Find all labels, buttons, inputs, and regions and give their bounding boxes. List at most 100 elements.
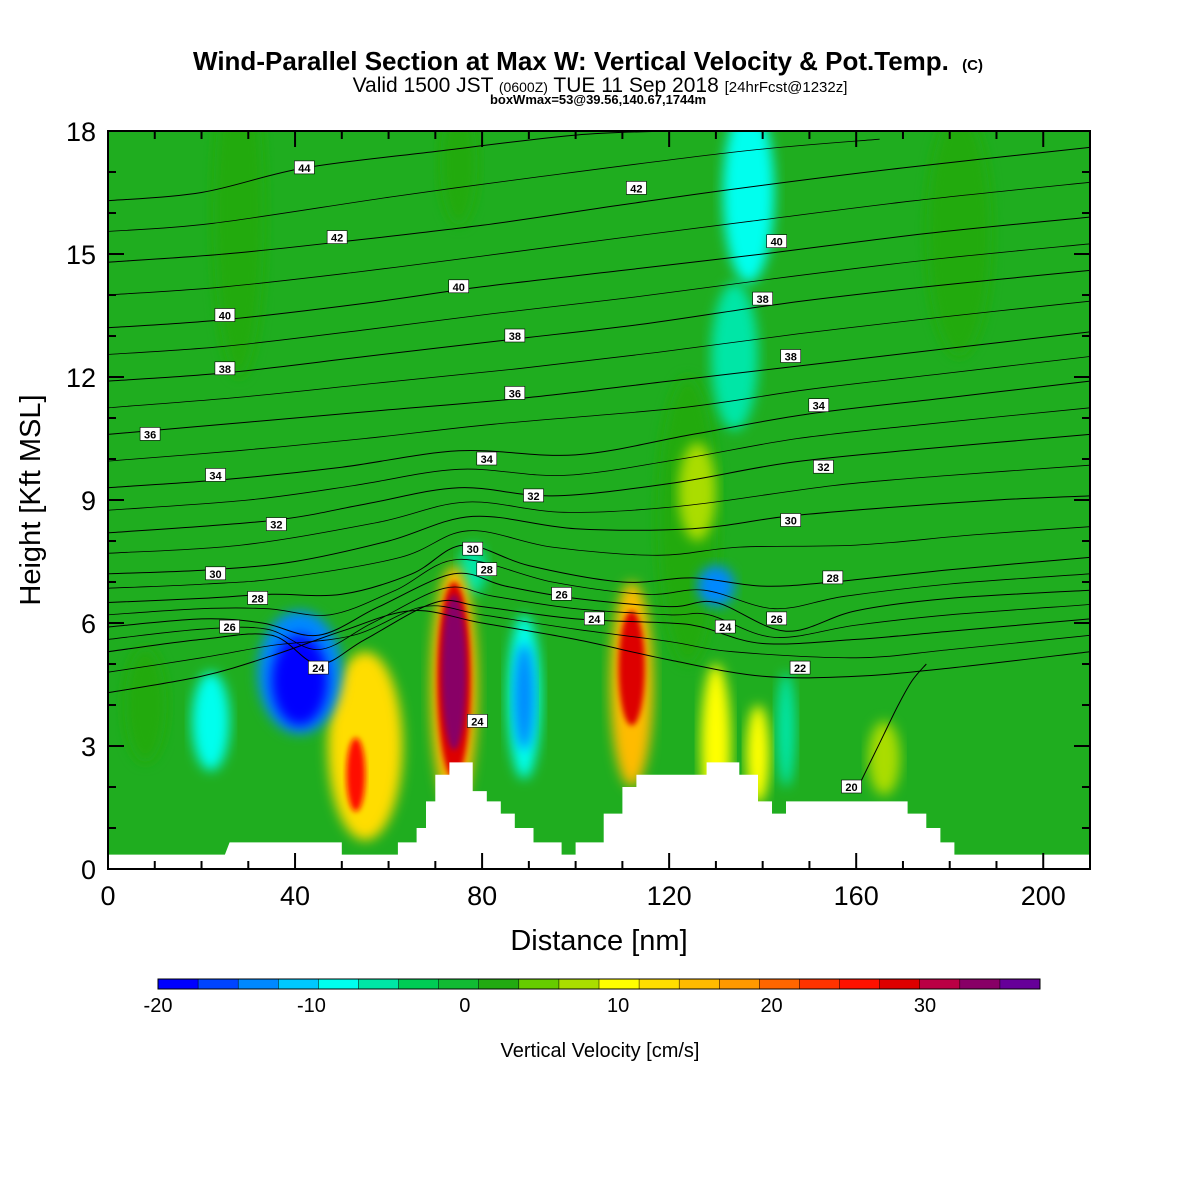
colorbar-swatch (879, 979, 921, 989)
w-cell-6 (776, 672, 796, 787)
colorbar-tick-label: 30 (914, 995, 936, 1017)
svg-text:24: 24 (588, 614, 601, 626)
w-cell-10 (722, 131, 775, 283)
colorbar-swatch (318, 979, 359, 989)
contour-label-34: 34 (205, 468, 226, 482)
x-axis-title: Distance [nm] (510, 925, 687, 957)
contour-label-28: 28 (822, 570, 844, 585)
colorbar-swatch (719, 979, 760, 989)
w-cell-22 (346, 737, 366, 812)
x-tick-label: 80 (467, 881, 497, 911)
svg-text:38: 38 (785, 352, 797, 364)
svg-text:34: 34 (209, 470, 222, 482)
contour-label-32: 32 (813, 459, 834, 474)
svg-text:32: 32 (527, 491, 539, 503)
theta-contour-20 (855, 663, 927, 792)
theta-contour-minor (108, 526, 1090, 589)
colorbar-swatch (759, 979, 800, 989)
svg-text:24: 24 (719, 622, 732, 634)
contour-label-36: 36 (139, 427, 161, 441)
colorbar-tick-label: 20 (760, 995, 782, 1017)
colorbar-swatch (398, 979, 440, 989)
contour-label-26: 26 (766, 611, 787, 626)
y-tick-label: 18 (66, 117, 96, 147)
contour-label-32: 32 (266, 517, 287, 532)
y-axis-title: Height [Kft MSL] (15, 394, 47, 605)
theta-contour-minor (108, 181, 1090, 296)
colorbar-tick-label: -20 (144, 995, 173, 1017)
theta-contour-44 (108, 131, 670, 202)
svg-text:38: 38 (757, 294, 769, 306)
colorbar-swatch (679, 979, 720, 989)
colorbar-swatch (278, 979, 319, 989)
svg-text:34: 34 (813, 401, 826, 413)
svg-text:26: 26 (223, 622, 235, 634)
contour-label-32: 32 (523, 488, 544, 503)
potential-temperature-contours (108, 131, 1090, 792)
svg-text:30: 30 (785, 516, 797, 528)
x-tick-label: 0 (100, 881, 115, 911)
svg-text:32: 32 (270, 520, 282, 532)
svg-text:42: 42 (331, 233, 343, 245)
svg-text:28: 28 (481, 565, 493, 577)
w-cell-21 (271, 635, 328, 726)
valid-prefix: Valid 1500 JST (353, 74, 494, 97)
svg-text:36: 36 (509, 388, 521, 400)
plot-background (108, 131, 1090, 869)
colorbar-swatch (599, 979, 640, 989)
theta-contour-22 (108, 610, 1090, 694)
contour-label-40: 40 (214, 308, 236, 323)
chart-title-copyright: (C) (962, 57, 983, 74)
w-cell-9 (678, 442, 716, 541)
svg-text:38: 38 (509, 331, 521, 343)
y-tick-label: 3 (81, 732, 96, 762)
w-cell-18 (697, 565, 735, 607)
contour-label-28: 28 (476, 562, 498, 577)
svg-text:28: 28 (827, 573, 839, 585)
contour-label-40: 40 (448, 279, 470, 294)
y-tick-label: 6 (81, 609, 96, 639)
colorbar-swatch (558, 979, 600, 989)
contour-label-44: 44 (294, 160, 315, 175)
theta-contour-38 (108, 269, 1090, 382)
forecast-info: [24hrFcst@1232z] (725, 79, 848, 96)
contour-label-28: 28 (247, 591, 268, 605)
w-cell-15 (327, 651, 403, 841)
contour-label-30: 30 (462, 541, 484, 556)
theta-contour-24 (108, 599, 1090, 665)
contour-label-24: 24 (714, 619, 736, 634)
x-tick-label: 120 (647, 881, 692, 911)
svg-text:26: 26 (555, 589, 567, 601)
svg-text:40: 40 (219, 311, 231, 323)
plot-area: 44 42 42 40 40 40 38 38 38 38 36 36 34 34 34 32 32 32 30 30… (108, 131, 1090, 869)
colorbar-tick-label: -10 (297, 995, 326, 1017)
svg-text:30: 30 (467, 544, 479, 556)
x-tick-label: 200 (1021, 881, 1066, 911)
x-axis: 0 40 80 120 160 200 (100, 131, 1091, 911)
contour-label-38: 38 (780, 349, 802, 364)
contour-label-38: 38 (504, 328, 526, 343)
contour-label-42: 42 (326, 230, 348, 245)
theta-contour-28 (108, 544, 1090, 603)
x-tick-label: 160 (834, 881, 879, 911)
w-cell-3 (926, 131, 992, 357)
w-cell-7 (458, 545, 487, 595)
theta-contour-minor (108, 138, 880, 232)
svg-text:22: 22 (794, 663, 806, 675)
w-cell-25 (441, 594, 467, 751)
chart-title: Wind-Parallel Section at Max W: Vertical… (193, 46, 983, 76)
y-tick-label: 15 (66, 240, 96, 270)
theta-contour-30 (108, 495, 1090, 575)
w-cell-5 (711, 282, 758, 431)
theta-contour-32 (108, 433, 1090, 534)
w-cell-1 (213, 131, 265, 377)
svg-text:24: 24 (312, 663, 325, 675)
colorbar-title: Vertical Velocity [cm/s] (501, 1040, 700, 1062)
contour-label-30: 30 (780, 513, 802, 528)
contour-label-42: 42 (626, 181, 647, 195)
colorbar-swatch (919, 979, 961, 989)
svg-text:32: 32 (817, 462, 829, 474)
svg-text:40: 40 (453, 282, 465, 294)
valid-time-line: Valid 1500 JST (0600Z) TUE 11 Sep 2018 [… (353, 74, 848, 97)
